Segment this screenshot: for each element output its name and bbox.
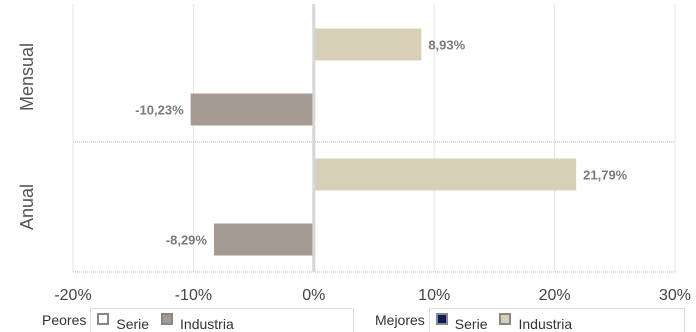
category-labels-group: Mensual Anual <box>17 43 37 230</box>
legend-peores: Peores Serie Industria <box>42 308 354 332</box>
bar-anual-mejores <box>313 158 577 191</box>
data-labels-group: 8,93% -10,23% 21,79% -8,29% <box>135 38 627 248</box>
legend-swatch-mejores-serie <box>435 312 448 325</box>
legend-label-mejores-industria: Industria <box>518 315 573 332</box>
legend-mejores-box: Serie Industria <box>428 308 685 332</box>
data-label: 21,79% <box>583 168 628 183</box>
legend-label-peores-industria: Industria <box>180 315 234 332</box>
bars-group <box>190 28 577 256</box>
category-label: Mensual <box>17 43 37 111</box>
x-tick-labels-group: -20% -10% 0% 10% 20% 30% <box>54 287 691 304</box>
x-tick-label: 0% <box>302 287 325 304</box>
x-tick-label: -10% <box>175 287 212 304</box>
legend-mejores: Mejores Serie Industria <box>375 308 685 332</box>
legend-peores-box: Serie Industria <box>90 308 354 332</box>
x-tick-label: 20% <box>539 287 571 304</box>
legend-label-peores-serie: Serie <box>116 315 150 332</box>
legend-mejores-title: Mejores <box>375 312 425 328</box>
bar-anual-peores <box>213 223 314 256</box>
legend-swatch-peores-industria <box>161 312 174 325</box>
legend-swatch-peores-serie <box>97 312 110 325</box>
data-label: -8,29% <box>166 233 208 248</box>
data-label: -10,23% <box>135 103 184 118</box>
bar-chart: 8,93% -10,23% 21,79% -8,29% Mensual Anual -2… <box>17 4 691 304</box>
x-tick-label: -20% <box>54 287 91 304</box>
bar-mensual-peores <box>190 93 314 126</box>
bar-mensual-mejores <box>313 28 422 61</box>
legend-label-mejores-serie: Serie <box>454 315 488 332</box>
x-tick-label: 30% <box>659 287 691 304</box>
category-label: Anual <box>17 184 37 230</box>
x-tick-label: 10% <box>418 287 450 304</box>
data-label: 8,93% <box>428 38 465 53</box>
legend-swatch-mejores-industria <box>499 312 512 325</box>
legend-peores-title: Peores <box>42 312 87 328</box>
grid-lines <box>72 4 676 272</box>
